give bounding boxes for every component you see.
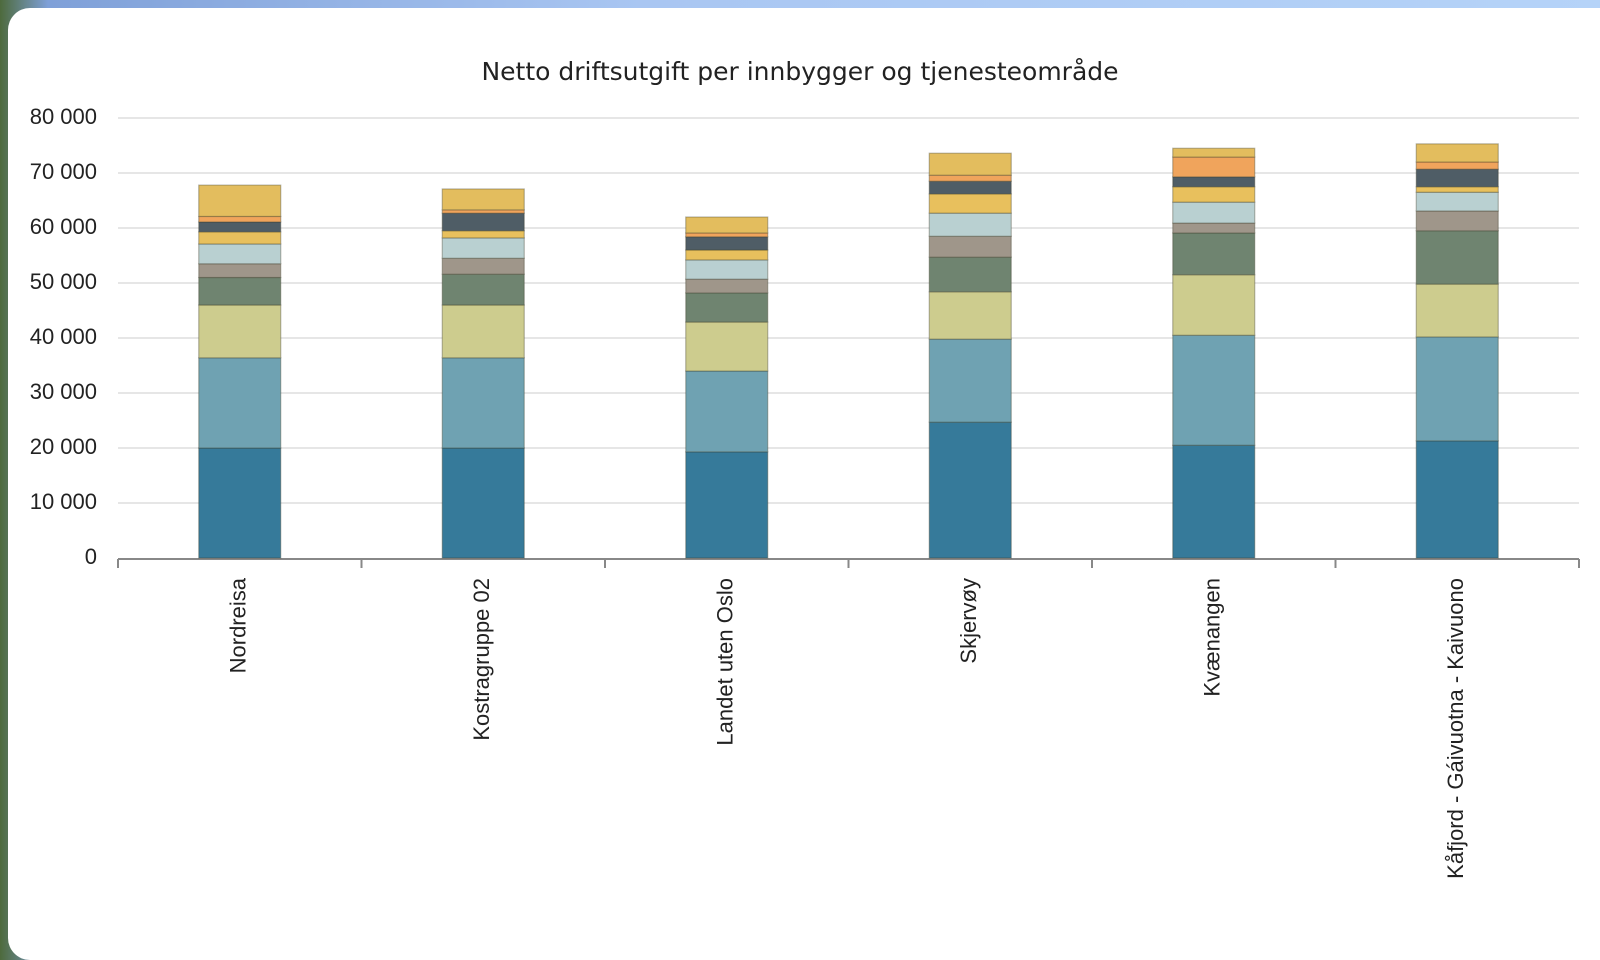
chart: Netto driftsutgift per innbygger og tjen… — [30, 57, 1580, 879]
bar-segment — [1172, 222, 1256, 234]
y-tick-label: 50 000 — [30, 269, 97, 294]
bar-segment — [928, 291, 1012, 340]
bar-segment — [685, 370, 769, 453]
bar-segment — [198, 304, 282, 359]
chart-card: Netto driftsutgift per innbygger og tjen… — [8, 8, 1600, 960]
bar-segment — [1415, 230, 1499, 285]
y-tick-label: 30 000 — [30, 379, 97, 404]
x-tick-label: Landet uten Oslo — [713, 578, 738, 746]
bar-segment — [198, 221, 282, 233]
bar-segment — [198, 357, 282, 449]
bar-segment — [685, 249, 769, 261]
y-tick-label: 10 000 — [30, 489, 97, 514]
bar-segment — [441, 273, 525, 306]
bar-segment — [441, 447, 525, 559]
bar-segment — [1172, 176, 1256, 188]
bar-segment — [198, 276, 282, 306]
bar-segment — [1415, 143, 1499, 163]
bar-segment — [1415, 336, 1499, 442]
bar-segment — [1172, 201, 1256, 224]
bar-segment — [928, 193, 1012, 214]
bar-segment — [1172, 186, 1256, 203]
x-tick-label: Kåfjord - Gáivuotna - Kaivuono — [1443, 578, 1468, 879]
bar-segment — [928, 338, 1012, 423]
bar-segment — [441, 188, 525, 211]
bar-segment — [685, 236, 769, 251]
bar-segment — [441, 230, 525, 239]
bar-segment — [1172, 232, 1256, 276]
bar-segment — [928, 235, 1012, 258]
bar-segment — [685, 216, 769, 234]
chart-title: Netto driftsutgift per innbygger og tjen… — [481, 57, 1118, 86]
bar-segment — [441, 357, 525, 449]
bar-segment — [441, 237, 525, 259]
bar-segment — [928, 152, 1012, 176]
bar-segment — [1415, 161, 1499, 170]
x-tick-label: Skjervøy — [956, 578, 981, 664]
bar-segment — [685, 321, 769, 372]
bar-segment — [198, 184, 282, 218]
bar-segment — [685, 451, 769, 559]
bar-segment — [441, 212, 525, 232]
bar-segment — [1415, 191, 1499, 212]
bar-segment — [928, 174, 1012, 182]
y-tick-label: 20 000 — [30, 434, 97, 459]
bar-segment — [685, 259, 769, 280]
bar-segment — [928, 256, 1012, 293]
bar-segment — [198, 447, 282, 559]
bar-segment — [1172, 156, 1256, 178]
bar-segment — [441, 257, 525, 275]
bar-segment — [1415, 283, 1499, 338]
x-tick-label: Nordreisa — [226, 577, 251, 673]
bar-segment — [928, 212, 1012, 237]
x-tick-label: Kostragruppe 02 — [469, 578, 494, 741]
bar-segment — [1415, 210, 1499, 232]
bar-segment — [1172, 444, 1256, 559]
bar-segment — [198, 263, 282, 279]
bar-segment — [1415, 186, 1499, 193]
bar-segment — [1415, 168, 1499, 188]
x-tick-label: Kvænangen — [1200, 578, 1225, 697]
bar-segment — [1172, 274, 1256, 336]
y-tick-label: 70 000 — [30, 159, 97, 184]
bar-segment — [198, 243, 282, 265]
bar-segment — [1172, 334, 1256, 446]
bar-segment — [1415, 440, 1499, 559]
bar-segment — [685, 278, 769, 294]
bar-segment — [928, 180, 1012, 195]
bar-segment — [441, 209, 525, 214]
bar-segment — [441, 304, 525, 359]
bar-segment — [198, 231, 282, 245]
bar-segment — [1172, 147, 1256, 158]
bar-segment — [198, 215, 282, 223]
bar-segment — [928, 421, 1012, 559]
y-tick-label: 60 000 — [30, 214, 97, 239]
y-tick-label: 40 000 — [30, 324, 97, 349]
y-tick-label: 0 — [85, 544, 97, 569]
y-tick-label: 80 000 — [30, 104, 97, 129]
bar-segment — [685, 292, 769, 323]
